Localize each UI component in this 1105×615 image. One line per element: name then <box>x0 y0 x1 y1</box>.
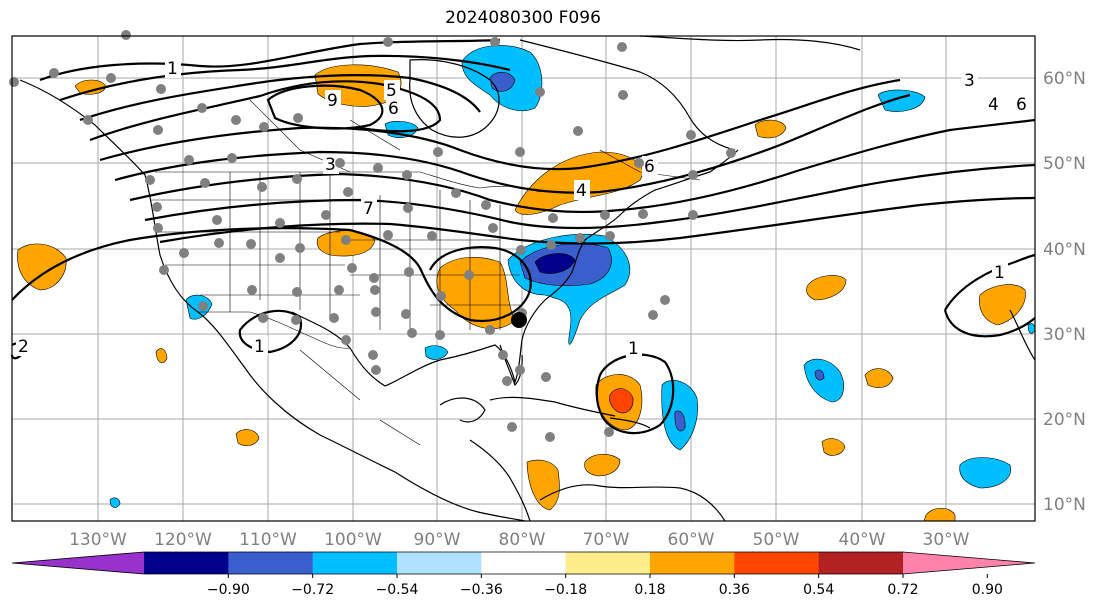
lon-label: 60°W <box>668 530 715 550</box>
lon-label: 130°W <box>69 530 127 550</box>
central-america <box>469 439 531 522</box>
south-america <box>539 484 726 522</box>
map-border <box>11 35 1036 522</box>
contour-lines <box>10 38 1036 435</box>
cool-anomaly-atlantic-4 <box>959 457 1011 489</box>
warm-anomaly-pacific-2 <box>235 429 260 447</box>
warm-anomaly-atlantic-3 <box>754 119 787 139</box>
colorbar-tick-label: −0.72 <box>291 582 334 598</box>
contour-labels: 1 9 5 6 3 7 4 6 3 4 6 1 1 2 1 <box>16 58 1030 359</box>
colorbar-tick-label: −0.18 <box>544 582 587 598</box>
contour-label: 1 <box>254 337 265 357</box>
greenland <box>639 35 861 51</box>
colorbar-segment <box>565 552 651 574</box>
lon-label: 80°W <box>499 530 546 550</box>
lat-label: 10°N <box>1043 495 1086 515</box>
warm-anomaly-caribbean-core <box>609 388 634 414</box>
warm-anomaly-mexico <box>526 459 560 511</box>
warm-anomaly-pacific-3 <box>155 348 168 364</box>
contour-label: 6 <box>644 157 655 177</box>
lat-label: 40°N <box>1043 240 1086 260</box>
colorbar-tick-label: 0.90 <box>972 582 1003 598</box>
contour-label: 9 <box>327 91 338 111</box>
political-borders <box>150 99 701 446</box>
lon-label: 70°W <box>583 530 630 550</box>
lon-label: 90°W <box>414 530 461 550</box>
cool-anomaly-atlantic-3 <box>803 358 844 403</box>
warm-anomaly-atlantic-6 <box>821 438 846 456</box>
warm-anomaly-west-coast <box>17 243 67 291</box>
west-africa <box>1009 309 1036 361</box>
lon-label: 30°W <box>923 530 970 550</box>
lat-label: 20°N <box>1043 410 1086 430</box>
cool-anomaly-pacific <box>109 497 121 508</box>
colorbar-tick-label: −0.36 <box>460 582 503 598</box>
contour-label: 1 <box>628 339 639 359</box>
storm-center-marker <box>511 312 527 328</box>
contour-label: 6 <box>1016 95 1027 115</box>
colorbar-ticks: −0.90 −0.72 −0.54 −0.36 −0.18 0.18 0.36 0.54 0.7… <box>207 574 1003 598</box>
colorbar-max-extension <box>903 552 1035 574</box>
gulf-coast <box>291 299 546 387</box>
contour-label: 3 <box>964 71 975 91</box>
contour-label: 5 <box>386 81 397 101</box>
east-coast <box>544 149 739 301</box>
lon-label: 50°W <box>753 530 800 550</box>
colorbar-tick-label: 0.72 <box>887 582 918 598</box>
colorbar-segment <box>818 552 904 574</box>
colorbar-tick-label: −0.54 <box>376 582 419 598</box>
hudson-bay <box>409 59 500 138</box>
labrador <box>519 39 736 151</box>
hispaniola <box>609 417 651 429</box>
colorbar-segment <box>397 552 482 574</box>
lat-label: 30°N <box>1043 325 1086 345</box>
colorbar-outline <box>11 551 1036 575</box>
lat-label: 60°N <box>1043 69 1086 89</box>
colorbar-segment <box>228 552 314 574</box>
coastlines <box>19 35 1036 522</box>
colorbar <box>11 551 1036 575</box>
contour-label: 4 <box>576 181 587 201</box>
cool-anomaly-atlantic-3-core <box>814 369 825 381</box>
lon-label: 110°W <box>239 530 297 550</box>
lat-label: 50°N <box>1043 154 1086 174</box>
cool-anomaly-atlantic-2-core <box>674 410 686 432</box>
contour-label: 1 <box>994 263 1005 283</box>
colorbar-segment <box>144 552 229 574</box>
colorbar-segment <box>481 552 567 574</box>
warm-anomaly-atlantic-2 <box>979 284 1026 326</box>
contour-label: 1 <box>167 59 178 79</box>
contour-label: 6 <box>388 99 399 119</box>
west-coast <box>19 79 526 522</box>
colorbar-segment <box>650 552 735 574</box>
cool-anomaly-east-coast-core <box>534 253 576 274</box>
contour-label: 4 <box>988 95 999 115</box>
cool-anomaly-far-east <box>1027 323 1036 334</box>
latitude-labels: 60°N 50°N 40°N 30°N 20°N 10°N <box>1043 69 1086 515</box>
warm-anomaly-gulf-honduras <box>584 453 621 477</box>
colorbar-tick-label: 0.36 <box>719 582 750 598</box>
contour-label: 2 <box>18 337 29 357</box>
colorbar-min-extension <box>12 552 144 574</box>
contour-label: 3 <box>325 155 336 175</box>
colorbar-segment <box>312 552 398 574</box>
cuba <box>489 396 616 417</box>
lon-label: 100°W <box>324 530 382 550</box>
colorbar-tick-label: 0.18 <box>634 582 665 598</box>
colorbar-tick-label: 0.54 <box>803 582 834 598</box>
colorbar-segment <box>734 552 820 574</box>
warm-anomaly-atlantic-4 <box>864 368 894 388</box>
cool-anomaly-atlantic-1 <box>877 89 926 112</box>
colorbar-tick-label: −0.90 <box>207 582 250 598</box>
cool-anomaly-gulf <box>424 345 449 360</box>
map-title: 2024080300 F096 <box>445 8 601 28</box>
lon-label: 40°W <box>839 530 886 550</box>
warm-anomaly-atlantic-1 <box>806 275 847 301</box>
warm-anomaly-atlantic-5 <box>923 507 956 522</box>
lon-label: 120°W <box>154 530 212 550</box>
yucatan <box>439 397 486 423</box>
contour-label: 7 <box>363 199 374 219</box>
longitude-labels: 130°W 120°W 110°W 100°W 90°W 80°W 70°W 6… <box>69 530 970 550</box>
